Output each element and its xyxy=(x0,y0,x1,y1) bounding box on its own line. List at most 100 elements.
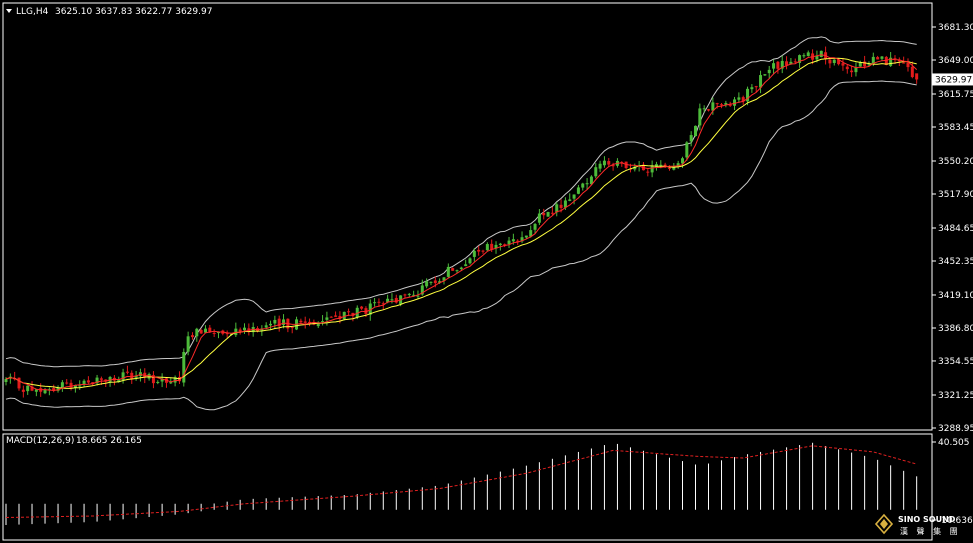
candle-body xyxy=(516,240,520,242)
candle-body xyxy=(594,167,598,177)
candle-body xyxy=(750,87,754,90)
candle-body xyxy=(589,176,593,185)
candle-body xyxy=(117,379,121,383)
candle-body xyxy=(503,244,507,246)
candle-body xyxy=(303,321,307,323)
candle-body xyxy=(897,59,901,62)
candle-body xyxy=(360,306,364,309)
candle-body xyxy=(520,237,524,242)
candle-body xyxy=(724,103,728,105)
candle-body xyxy=(537,213,541,223)
candle-body xyxy=(646,171,650,173)
candle-body xyxy=(529,230,533,237)
candle-body xyxy=(95,377,99,384)
candle-body xyxy=(282,319,286,325)
candle-body xyxy=(867,64,871,66)
candle-body xyxy=(707,109,711,111)
candle-body xyxy=(425,281,429,287)
candle-body xyxy=(86,380,90,383)
candle-body xyxy=(264,325,268,328)
candle-body xyxy=(238,329,242,332)
candle-body xyxy=(498,243,502,245)
candle-body xyxy=(169,382,173,384)
price-panel: 3681.30 3649.00 3615.75 3583.45 3550.20 3517.… xyxy=(2,2,973,434)
ohlc-values: 3625.10 3637.83 3622.77 3629.97 xyxy=(55,7,212,17)
candle-body xyxy=(416,295,420,297)
candle-body xyxy=(576,187,580,194)
candle-body xyxy=(910,66,914,78)
candle-body xyxy=(863,61,867,67)
macd-tick-label: -10.636 xyxy=(938,516,973,526)
candle-body xyxy=(342,311,346,320)
candle-body xyxy=(464,264,468,267)
candle-body xyxy=(889,57,893,66)
candle-body xyxy=(485,244,489,251)
candle-body xyxy=(715,103,719,105)
candle-body xyxy=(277,318,281,327)
candle-body xyxy=(329,316,333,318)
candle-body xyxy=(347,311,351,313)
moving-average-slow-line xyxy=(5,57,917,389)
candle-body xyxy=(455,270,459,272)
candle-body xyxy=(720,104,724,106)
candle-body xyxy=(386,298,390,303)
candle-body xyxy=(78,385,82,387)
macd-frame xyxy=(2,433,933,541)
price-tick-label: 3386.80 xyxy=(938,324,973,334)
candle-body xyxy=(854,67,858,73)
candle-body xyxy=(260,328,264,331)
candle-body xyxy=(334,315,338,317)
candle-body xyxy=(837,59,841,65)
candle-body xyxy=(26,385,30,392)
price-tick-label: 3550.20 xyxy=(938,157,973,167)
candle-body xyxy=(563,200,567,208)
bollinger-upper-line xyxy=(5,36,917,368)
candle-body xyxy=(420,285,424,295)
bollinger-lower-line xyxy=(5,80,917,411)
candle-body xyxy=(364,308,368,314)
price-tick-label: 3452.35 xyxy=(938,257,973,267)
candle-body xyxy=(598,163,602,169)
candle-body xyxy=(763,74,767,76)
candle-body xyxy=(52,388,56,392)
candle-body xyxy=(819,50,823,57)
candle-body xyxy=(711,102,715,111)
candle-body xyxy=(741,97,745,102)
candle-body xyxy=(82,380,86,385)
candle-body xyxy=(798,55,802,63)
candle-body xyxy=(156,381,160,383)
candle-body xyxy=(234,328,238,336)
candle-body xyxy=(759,75,763,88)
price-tick-label: 3615.75 xyxy=(938,90,973,100)
candle-body xyxy=(134,375,138,378)
candle-body xyxy=(633,166,637,170)
candle-body xyxy=(212,332,216,334)
candle-body xyxy=(108,376,112,382)
candle-body xyxy=(459,267,463,269)
candle-body xyxy=(451,268,455,271)
candle-body xyxy=(381,303,385,305)
candle-body xyxy=(173,377,177,383)
candle-body xyxy=(377,301,381,303)
candle-body xyxy=(746,88,750,102)
candle-body xyxy=(17,377,21,389)
candle-body xyxy=(785,61,789,66)
candle-body xyxy=(828,59,832,64)
candle-body xyxy=(472,250,476,257)
candle-body xyxy=(546,212,550,217)
candle-body xyxy=(121,372,125,380)
candle-body xyxy=(880,56,884,59)
macd-signal-line xyxy=(5,445,917,518)
price-tick-label: 3288.95 xyxy=(938,424,973,434)
candle-body xyxy=(243,327,247,331)
candle-body xyxy=(568,199,572,201)
menu-triangle-icon[interactable] xyxy=(6,9,12,13)
candle-body xyxy=(199,330,203,334)
price-tick-label: 3419.10 xyxy=(938,291,973,301)
candle-body xyxy=(403,294,407,296)
candle-body xyxy=(69,382,73,388)
candle-body xyxy=(390,299,394,301)
macd-label: MACD(12,26,9) xyxy=(6,436,74,446)
candle-body xyxy=(394,297,398,303)
